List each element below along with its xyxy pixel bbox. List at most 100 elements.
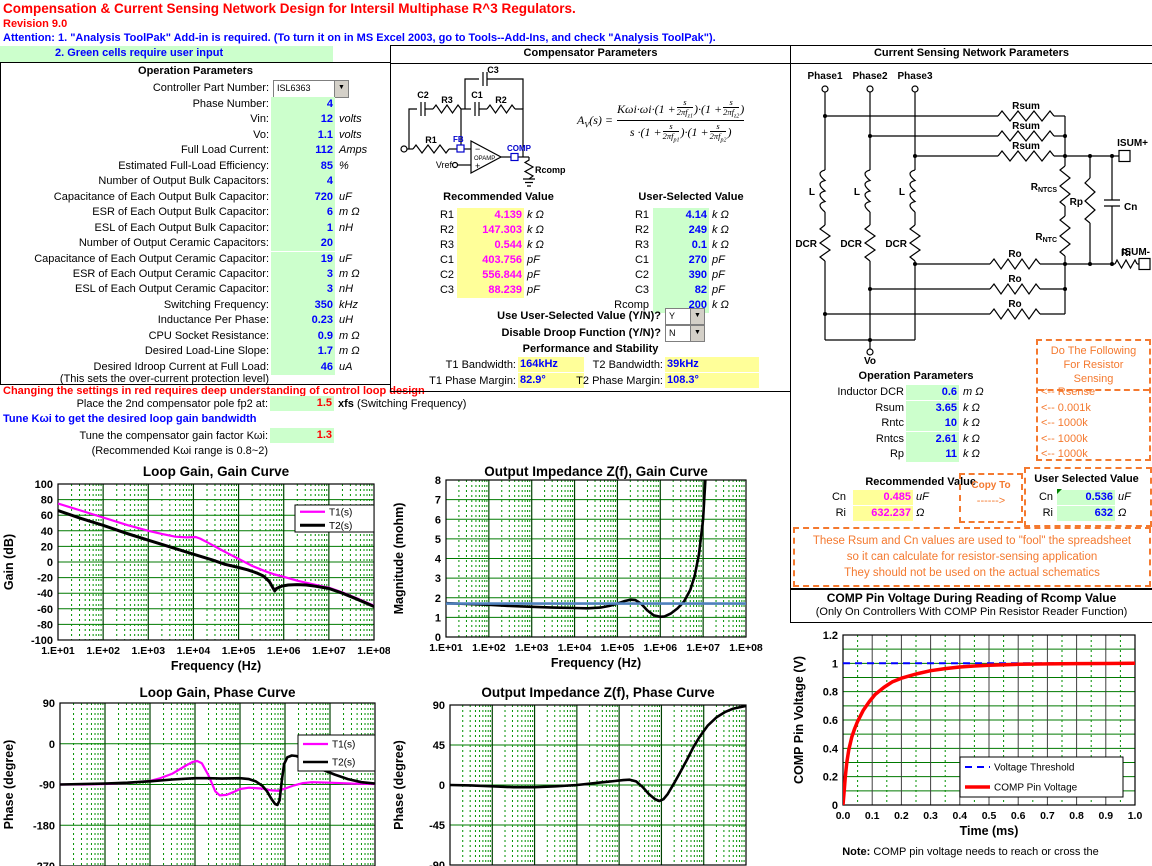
- param-cell[interactable]: 3: [271, 282, 335, 298]
- param-cell[interactable]: 19: [271, 251, 335, 267]
- param-cell[interactable]: 350: [271, 297, 335, 314]
- ro-label: Ro: [1008, 249, 1021, 260]
- param-cell[interactable]: 720: [271, 189, 335, 206]
- controller-part-value: ISL6363: [277, 83, 311, 93]
- param-unit: uF: [916, 491, 929, 503]
- current-sensing-title: Current Sensing Network Parameters: [791, 46, 1152, 64]
- chevron-down-icon[interactable]: ▼: [690, 309, 704, 324]
- inductor-label: L: [854, 187, 860, 198]
- param-value: 350: [314, 298, 333, 311]
- param-cell[interactable]: 12: [271, 112, 335, 128]
- param-cell[interactable]: 4.14: [653, 208, 709, 223]
- comp-label: COMP: [507, 144, 532, 153]
- param-cell[interactable]: 403.756: [457, 253, 524, 268]
- disable-droop-dropdown[interactable]: N ▼: [665, 325, 705, 342]
- svg-text:7: 7: [435, 495, 441, 507]
- svg-text:1.E+06: 1.E+06: [643, 642, 677, 654]
- param-cell[interactable]: 88.239: [457, 283, 524, 298]
- param-value: 0.9: [317, 329, 333, 342]
- rntc-label: RNTC: [1035, 232, 1057, 244]
- param-unit: nH: [339, 283, 354, 296]
- svg-text:0.4: 0.4: [823, 743, 839, 755]
- param-cell[interactable]: 3: [271, 266, 335, 283]
- controller-part-dropdown[interactable]: ISL6363 ▼: [273, 80, 349, 98]
- svg-text:0.4: 0.4: [952, 810, 967, 822]
- param-cell[interactable]: 10: [906, 416, 959, 432]
- param-cell[interactable]: 82: [653, 283, 709, 298]
- svg-text:90: 90: [433, 700, 445, 712]
- param-cell[interactable]: 1.1: [271, 127, 335, 144]
- param-cell[interactable]: 0.1: [653, 238, 709, 253]
- cs-user-selected-box: [1024, 467, 1152, 527]
- t2-phase-margin-cell[interactable]: 108.3°: [665, 373, 759, 388]
- chevron-down-icon[interactable]: ▼: [334, 81, 348, 97]
- t1-bandwidth-cell[interactable]: 164kHz: [518, 357, 584, 372]
- param-value: 1.1: [317, 128, 333, 141]
- svg-text:Output Impedance Z(f), Phase C: Output Impedance Z(f), Phase Curve: [481, 685, 715, 700]
- param-cell[interactable]: 2.61: [906, 431, 959, 447]
- param-cell[interactable]: 85: [271, 158, 335, 175]
- param-cell[interactable]: 11: [906, 447, 959, 463]
- kwi-input-cell[interactable]: 1.3: [270, 428, 334, 443]
- ro-label: Ro: [1008, 299, 1021, 310]
- param-label: R1: [634, 209, 649, 221]
- param-label: ESR of Each Output Bulk Capacitor:: [92, 206, 269, 219]
- param-cell[interactable]: 3.65: [906, 400, 959, 416]
- param-cell[interactable]: 0.536: [1057, 490, 1115, 505]
- param-cell[interactable]: 147.303: [457, 223, 524, 238]
- param-cell[interactable]: 556.844: [457, 268, 524, 283]
- param-cell[interactable]: 112: [271, 143, 335, 159]
- param-cell[interactable]: 0.485: [853, 490, 913, 505]
- param-cell[interactable]: 4.139: [457, 208, 524, 223]
- param-cell[interactable]: 1.7: [271, 344, 335, 360]
- param-label: Estimated Full-Load Efficiency:: [118, 159, 269, 172]
- green-note-cell[interactable]: 2. Green cells require user input: [0, 46, 333, 62]
- use-user-value-dropdown[interactable]: Y ▼: [665, 308, 705, 325]
- t1-phase-margin-cell[interactable]: 82.9°: [518, 373, 584, 388]
- param-cell[interactable]: 632.237: [853, 506, 913, 521]
- comp-note: Note: COMP pin voltage needs to reach or…: [842, 846, 1099, 858]
- svg-text:0.8: 0.8: [823, 687, 838, 699]
- param-cell[interactable]: 1: [271, 220, 335, 236]
- copy-to-arrow: ------>: [976, 495, 1006, 507]
- svg-text:-180: -180: [33, 820, 55, 832]
- fp2-unit: xfs (Switching Frequency): [338, 398, 467, 410]
- fool-note-line: so it can calculate for resistor-sensing…: [846, 551, 1098, 563]
- param-cell[interactable]: 249: [653, 223, 709, 238]
- ri-label: Ri: [1121, 248, 1131, 259]
- param-cell[interactable]: 6: [271, 205, 335, 221]
- svg-text:0.3: 0.3: [923, 810, 938, 822]
- param-cell[interactable]: 390: [653, 268, 709, 283]
- param-cell[interactable]: 270: [653, 253, 709, 268]
- r1-label: R1: [425, 135, 437, 145]
- param-cell[interactable]: 4: [271, 174, 335, 190]
- param-cell[interactable]: 4: [271, 97, 335, 113]
- kwi-value: 1.3: [316, 429, 332, 441]
- param-value: 85: [320, 159, 333, 172]
- param-label: Number of Output Bulk Capacitors:: [98, 175, 269, 188]
- param-cell[interactable]: 0.9: [271, 328, 335, 345]
- param-cell[interactable]: 46: [271, 359, 335, 376]
- svg-text:1.E+01: 1.E+01: [429, 642, 463, 654]
- resistor-sensing-note-line: Sensing: [1073, 373, 1114, 385]
- param-cell[interactable]: 20: [271, 236, 335, 252]
- param-cell[interactable]: 0.23: [271, 313, 335, 329]
- param-value: 0.23: [311, 314, 333, 327]
- chevron-down-icon[interactable]: ▼: [690, 326, 704, 341]
- param-cell[interactable]: 632: [1057, 506, 1115, 521]
- user-selected-value-title: User-Selected Value: [638, 191, 744, 203]
- r3-label: R3: [441, 95, 453, 105]
- param-value: 2.61: [935, 432, 957, 445]
- svg-text:0.2: 0.2: [894, 810, 909, 822]
- t1-bandwidth-value: 164kHz: [520, 358, 558, 370]
- param-unit: volts: [339, 113, 362, 126]
- param-unit: uF: [1118, 491, 1131, 503]
- param-label: Number of Output Ceramic Capacitors:: [78, 237, 269, 250]
- fp2-input-cell[interactable]: 1.5: [270, 396, 334, 411]
- param-unit: k Ω: [963, 417, 980, 430]
- param-cell[interactable]: 0.544: [457, 238, 524, 253]
- param-unit: k Ω: [712, 224, 729, 236]
- t2-bandwidth-cell[interactable]: 39kHz: [665, 357, 759, 372]
- param-unit: pF: [712, 269, 725, 281]
- param-cell[interactable]: 0.6: [906, 385, 959, 400]
